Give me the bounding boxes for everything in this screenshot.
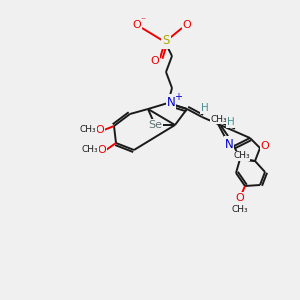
Text: O: O <box>183 20 191 30</box>
Text: O: O <box>133 20 141 30</box>
Text: ⁻: ⁻ <box>140 16 146 26</box>
Text: Se: Se <box>148 120 162 130</box>
Text: CH₃: CH₃ <box>82 146 98 154</box>
Text: O: O <box>151 56 159 66</box>
Text: S: S <box>162 34 170 47</box>
Text: O: O <box>98 145 106 155</box>
Text: H: H <box>227 117 235 127</box>
Text: CH₃: CH₃ <box>80 125 96 134</box>
Text: O: O <box>261 141 269 151</box>
Text: O: O <box>96 125 104 135</box>
Text: H: H <box>201 103 209 113</box>
Text: CH₃: CH₃ <box>211 115 227 124</box>
Text: N: N <box>225 137 233 151</box>
Text: O: O <box>236 193 244 203</box>
Text: CH₃: CH₃ <box>232 205 248 214</box>
Text: +: + <box>174 92 182 102</box>
Text: N: N <box>167 95 176 109</box>
Text: CH₃: CH₃ <box>233 152 250 160</box>
